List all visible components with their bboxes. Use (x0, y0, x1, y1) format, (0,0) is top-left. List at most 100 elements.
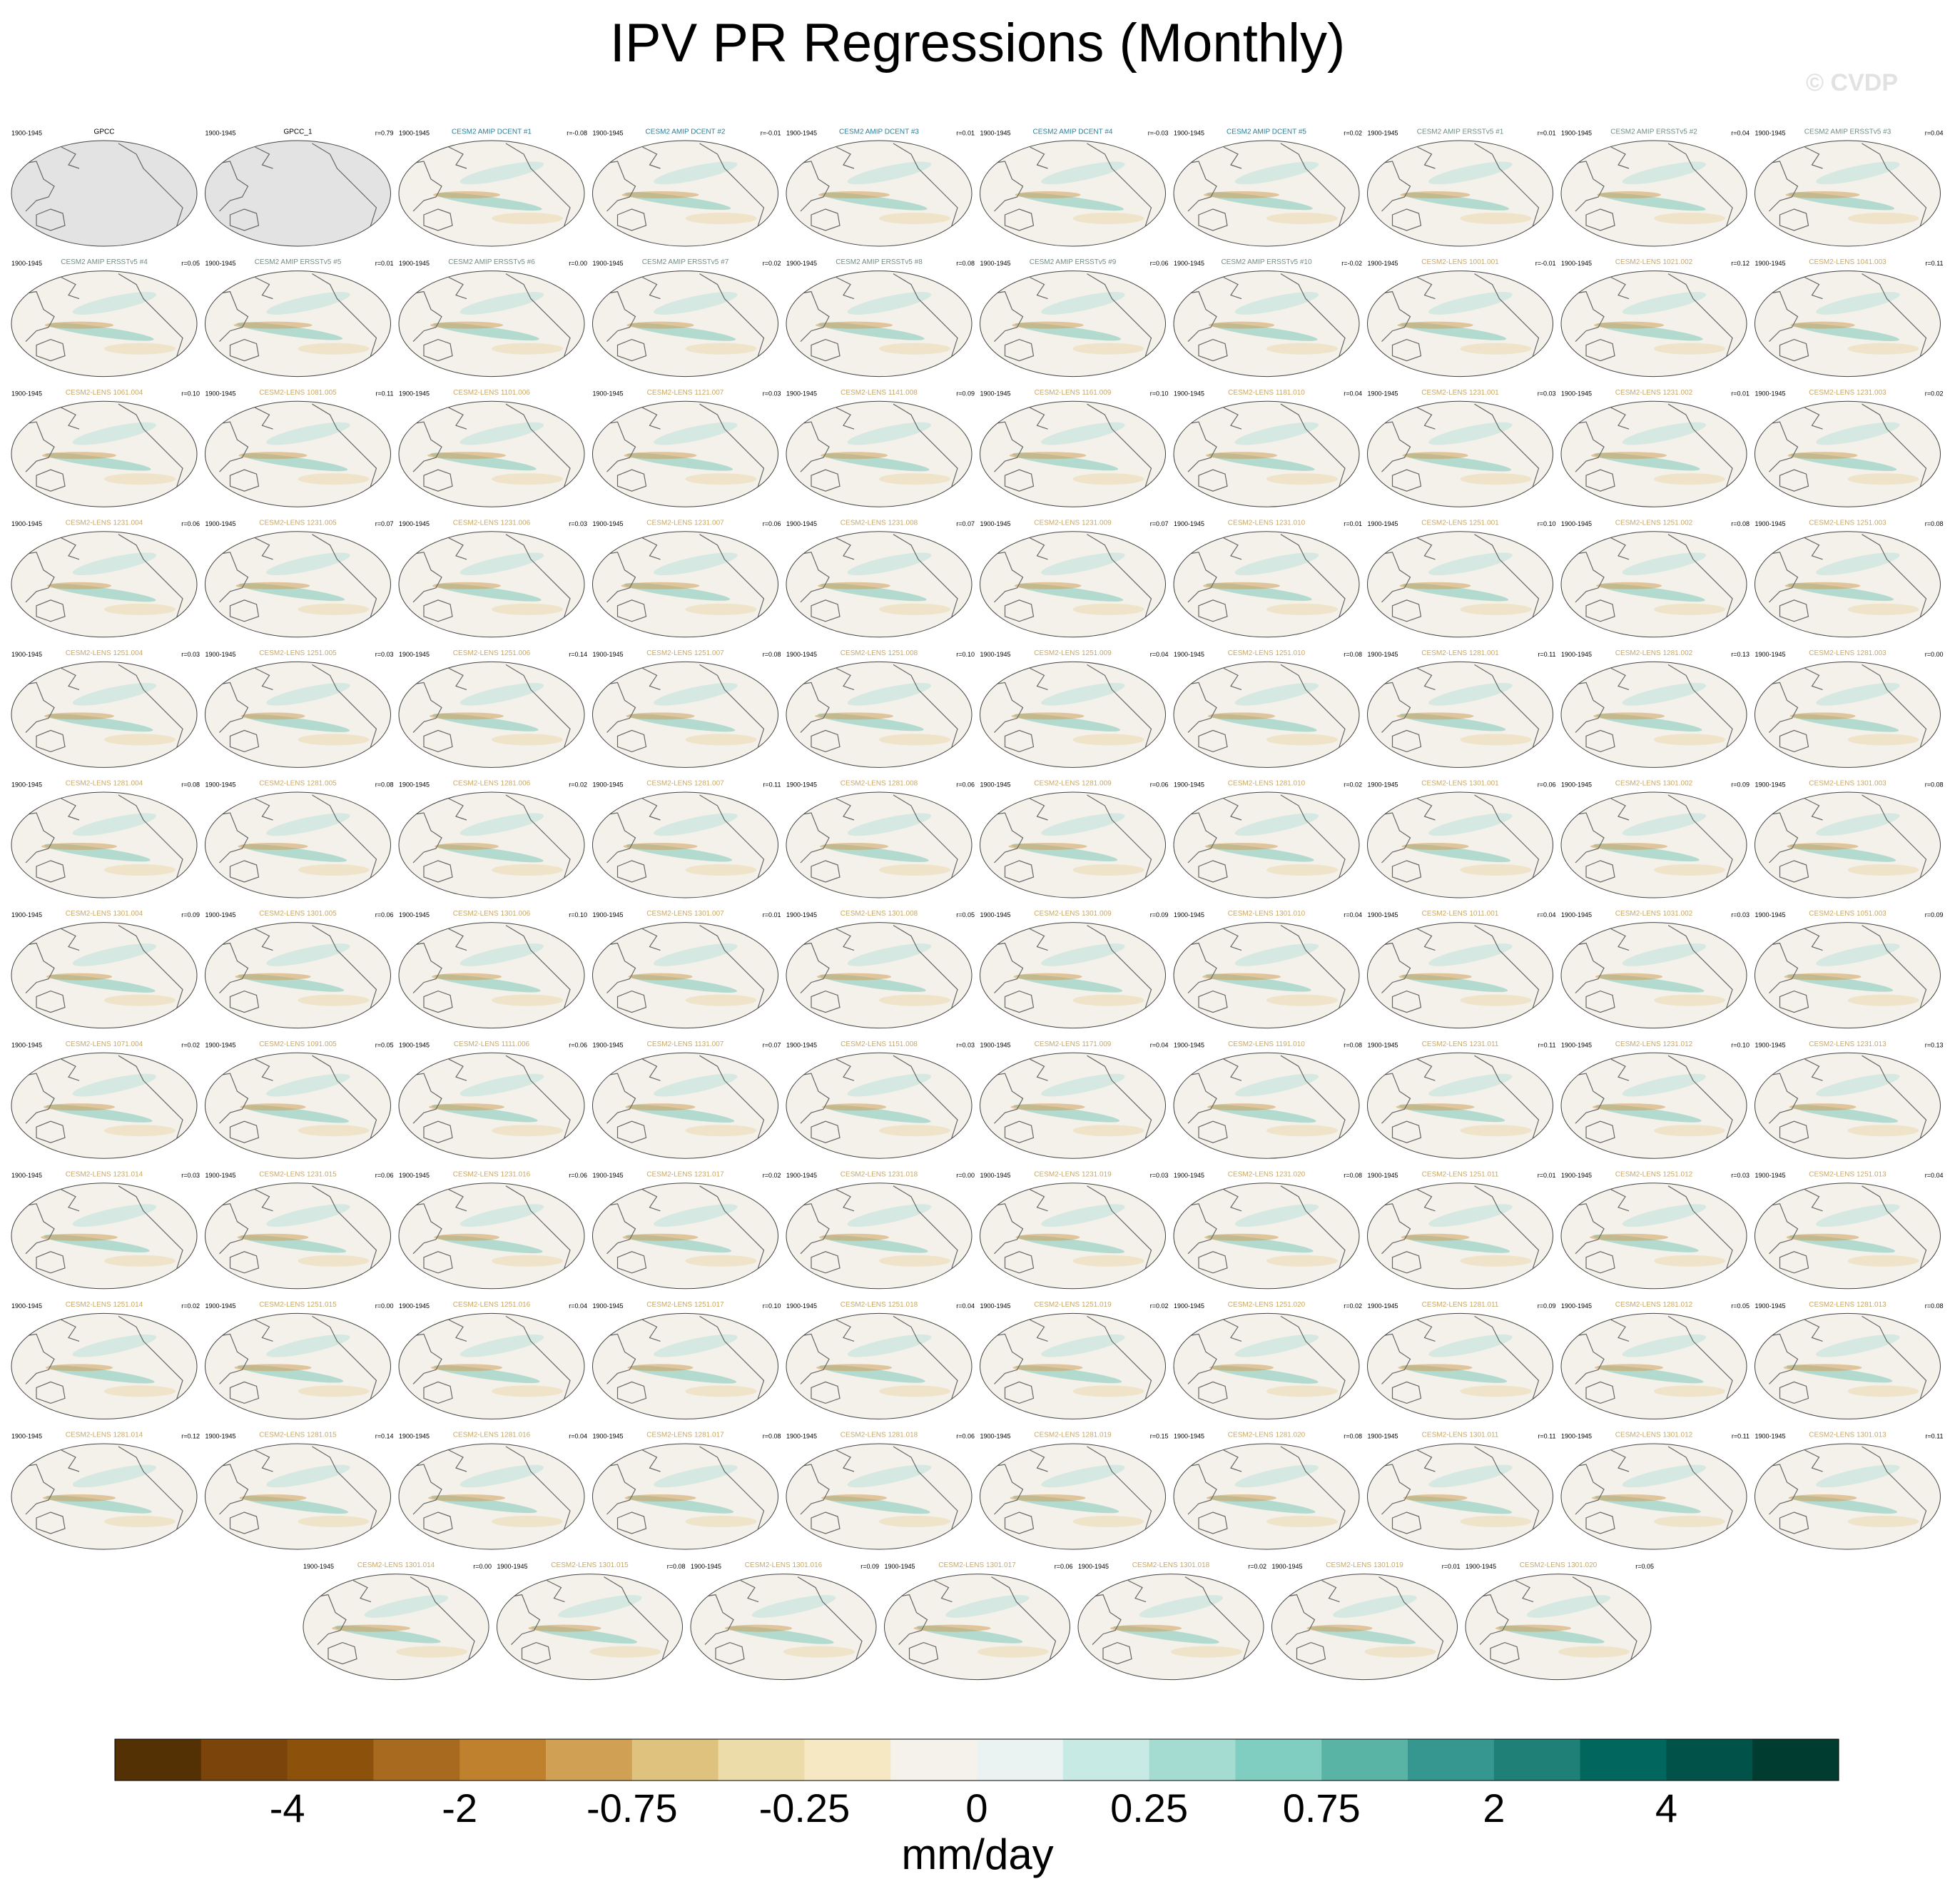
brown-band (913, 1624, 991, 1632)
coastline (118, 1055, 173, 1110)
panel-title: CESM2-LENS 1301.016 (745, 1561, 823, 1569)
map-border (1560, 140, 1747, 247)
map-panel: 1900-1945 CESM2-LENS 1231.015 r=0.06 (205, 1170, 394, 1290)
coastline (1667, 794, 1722, 849)
map-border (1755, 140, 1941, 247)
coastline (505, 664, 560, 719)
panel-r: r=0.08 (667, 1563, 686, 1570)
map-border (786, 531, 973, 638)
map-panel: 1900-1945 CESM2-LENS 1231.013 r=0.13 (1755, 1040, 1944, 1159)
map-field (1371, 793, 1550, 892)
teal-band (654, 422, 738, 445)
panel-r: r=0.03 (181, 651, 200, 658)
coastline (983, 161, 1024, 212)
coastline (642, 928, 661, 951)
map-border (980, 1183, 1166, 1290)
map-border (11, 140, 198, 247)
teal-band (1816, 552, 1900, 576)
teal-band (1816, 1464, 1900, 1488)
panel-r: r=0.09 (1731, 781, 1750, 788)
coastline (1862, 143, 1916, 198)
coastline (1564, 812, 1605, 864)
panel-title: CESM2-LENS 1021.002 (1615, 258, 1693, 266)
map-border (1173, 531, 1360, 638)
coastline (61, 277, 80, 300)
tan-band (879, 1125, 950, 1137)
coastline (1198, 338, 1228, 362)
coastline (789, 682, 830, 733)
coastline (1474, 1185, 1528, 1240)
panel-r: r=0.04 (1538, 911, 1556, 918)
map-field (1564, 923, 1744, 1022)
panel-title: CESM2-LENS 1301.019 (1326, 1561, 1403, 1569)
coastline (893, 925, 948, 980)
map-panel: 1900-1945 CESM2-LENS 1281.015 r=0.14 (205, 1432, 394, 1550)
teal-band (266, 1334, 350, 1357)
coastline (14, 161, 55, 212)
coastline (596, 812, 636, 864)
tan-band (879, 1516, 950, 1527)
panel-title: CESM2-LENS 1301.013 (1809, 1432, 1887, 1439)
brown-band (626, 712, 695, 720)
coastline (1371, 942, 1411, 994)
panel-title: CESM2-LENS 1281.007 (646, 780, 724, 788)
teal-band (72, 1464, 157, 1488)
brown-band (42, 452, 116, 460)
coastline (1804, 1058, 1823, 1081)
brown-band (1009, 452, 1087, 460)
brown-band (1110, 1624, 1182, 1632)
teal-band (654, 1204, 738, 1227)
panel-r: r=0.07 (956, 520, 975, 527)
map-field (983, 1053, 1162, 1153)
coastline (1667, 925, 1722, 980)
map-border (980, 270, 1166, 378)
map-panel: 1900-1945 CESM2-LENS 1231.002 r=0.01 (1560, 389, 1750, 507)
brown-band (46, 973, 112, 981)
coastline (1572, 1576, 1627, 1631)
map-panel: 1900-1945 CESM2-LENS 1031.002 r=0.03 (1560, 910, 1750, 1029)
map-panel: 1900-1945 CESM2-LENS 1301.003 r=0.08 (1755, 780, 1944, 898)
brown-band (1399, 582, 1471, 589)
brown-band (1789, 1103, 1857, 1111)
coastline (1564, 552, 1605, 603)
coastline (1030, 798, 1048, 821)
coastline (1417, 928, 1436, 951)
brown-band (528, 1624, 601, 1632)
coastline (327, 1641, 357, 1665)
panel-period: 1900-1945 (593, 390, 624, 397)
coastline (229, 599, 260, 622)
brown-band (820, 843, 888, 850)
teal-band (1816, 292, 1900, 315)
tan-band (1266, 213, 1338, 224)
tan-band (879, 473, 950, 485)
teal-band (1428, 161, 1513, 185)
coastline (505, 925, 560, 980)
coastline (836, 667, 855, 690)
map-border (786, 400, 973, 507)
panel-period: 1900-1945 (11, 390, 42, 397)
map-border (398, 270, 585, 378)
map-panel: 1900-1945 CESM2-LENS 1231.007 r=0.06 (592, 519, 781, 638)
map-field (1177, 1444, 1356, 1544)
coastline (208, 942, 249, 994)
panel-period: 1900-1945 (1174, 1432, 1204, 1439)
coastline (402, 1464, 442, 1515)
coastline (1391, 1511, 1422, 1534)
teal-band (1234, 422, 1319, 445)
coastline (1862, 925, 1916, 980)
map-border (1367, 1052, 1553, 1159)
map-panel: 1900-1945 CESM2-LENS 1251.011 r=0.01 (1367, 1170, 1556, 1290)
brown-band (623, 843, 698, 850)
tan-band (1654, 994, 1725, 1006)
panel-period: 1900-1945 (593, 1172, 624, 1179)
brown-band (1590, 843, 1667, 850)
coastline (118, 1446, 173, 1501)
tan-band (396, 1646, 467, 1658)
coastline (1758, 421, 1799, 472)
map-field (500, 1575, 679, 1673)
teal-band (1816, 422, 1900, 445)
coastline (1177, 1073, 1217, 1124)
map-panel: 1900-1945 CESM2-LENS 1301.019 r=0.01 (1271, 1561, 1461, 1681)
coastline (1585, 860, 1615, 883)
coastline (642, 798, 661, 821)
